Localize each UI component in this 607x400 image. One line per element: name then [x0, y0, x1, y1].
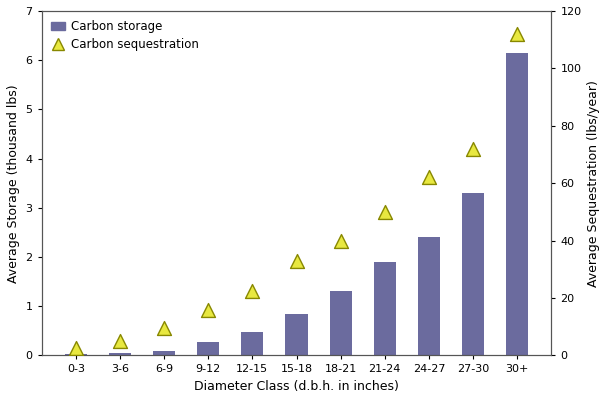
Point: [468, 146, 478, 152]
Point: [159, 325, 169, 331]
Point: [291, 258, 301, 264]
Y-axis label: Average Sequestration (lbs/year): Average Sequestration (lbs/year): [587, 80, 600, 287]
Point: [424, 174, 434, 181]
Point: [71, 345, 81, 352]
Bar: [197, 342, 219, 356]
Bar: [330, 292, 351, 356]
Bar: [418, 237, 440, 356]
Bar: [285, 314, 308, 356]
Bar: [506, 53, 528, 356]
Bar: [109, 353, 131, 356]
Point: [115, 338, 125, 344]
Bar: [374, 262, 396, 356]
Point: [336, 238, 345, 244]
Point: [380, 209, 390, 215]
Bar: [65, 354, 87, 356]
Point: [248, 288, 257, 294]
X-axis label: Diameter Class (d.b.h. in inches): Diameter Class (d.b.h. in inches): [194, 380, 399, 393]
Point: [512, 31, 522, 37]
Bar: [242, 332, 263, 356]
Legend: Carbon storage, Carbon sequestration: Carbon storage, Carbon sequestration: [47, 17, 203, 55]
Bar: [153, 350, 175, 356]
Bar: [462, 193, 484, 356]
Y-axis label: Average Storage (thousand lbs): Average Storage (thousand lbs): [7, 84, 20, 282]
Point: [203, 306, 213, 313]
